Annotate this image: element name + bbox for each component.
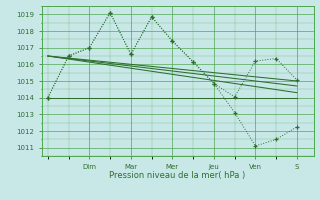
X-axis label: Pression niveau de la mer( hPa ): Pression niveau de la mer( hPa ) bbox=[109, 171, 246, 180]
